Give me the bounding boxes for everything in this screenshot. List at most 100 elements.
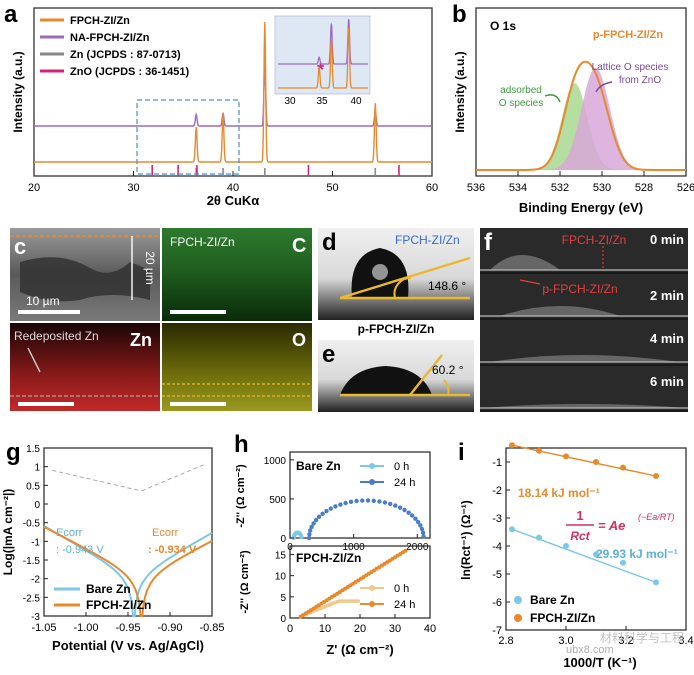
tick-h-bot-x-label-3: 30 bbox=[389, 623, 401, 635]
edx-c-scale-bar bbox=[170, 310, 226, 314]
tangent-g-1 bbox=[52, 469, 142, 492]
legend-g-fpch: FPCH-ZI/Zn bbox=[86, 598, 151, 612]
ecorr-bare-value: : -0.943 V bbox=[56, 544, 104, 556]
plot-area-b bbox=[476, 60, 686, 171]
panel-label-e: e bbox=[322, 341, 335, 368]
edx-c-title: FPCH-ZI/Zn bbox=[170, 235, 235, 249]
spread-f-label-2: p-FPCH-ZI/Zn bbox=[542, 282, 617, 296]
spread-f-arrow-2 bbox=[519, 279, 541, 285]
point-h-top-24h-0 bbox=[306, 535, 312, 541]
point-h-top-24h-15 bbox=[360, 498, 365, 503]
sem-feature bbox=[20, 257, 150, 302]
series-a-na-line bbox=[34, 64, 432, 127]
inset-a-tick-35: 35 bbox=[316, 96, 328, 107]
tick-h-bot-x-label-4: 40 bbox=[424, 623, 436, 635]
point-h-top-24h-1 bbox=[307, 532, 312, 537]
legend-h-bot-marker-1 bbox=[369, 601, 375, 607]
plot-area-h-top bbox=[291, 498, 426, 541]
watermark-url: ubx8.com bbox=[566, 644, 614, 656]
legend-i-marker-bare bbox=[514, 596, 522, 604]
tick-g-y-label-6: -1.5 bbox=[23, 556, 41, 567]
axis-g-xticks: -1.05 -1.00 -0.95 -0.90 -0.85 bbox=[31, 612, 225, 634]
spread-f-time-2: 2 min bbox=[650, 288, 684, 303]
tick-h-bot-y-label-1: 5 bbox=[280, 593, 286, 604]
axis-g-yticks: 1.5 1 0.5 0 -0.5 -1 -1.5 -2 -2.5 -3 bbox=[23, 444, 48, 623]
point-i-1-5 bbox=[653, 473, 659, 479]
point-i-1-4 bbox=[620, 464, 626, 471]
plot-area-g bbox=[43, 464, 213, 617]
axis-a-xticks: 20 30 40 50 60 bbox=[28, 171, 438, 194]
spread-f-label-1: FPCH-ZI/Zn bbox=[562, 233, 627, 247]
panel-a: a * 30 35 40 FPCH-ZI/Zn NA-FPCH-ZI/Zn Zn… bbox=[4, 1, 438, 208]
tick-g-x-label-3: -0.90 bbox=[157, 622, 182, 634]
sem-scale-label: 10 µm bbox=[26, 294, 60, 308]
edx-c-map bbox=[162, 228, 312, 321]
tick-h-top-y-label-1: 500 bbox=[269, 495, 286, 506]
tick-a-x-label-1: 30 bbox=[127, 182, 139, 194]
axis-h-bottom-ylabel: -Z'' (Ω cm⁻²) bbox=[239, 550, 251, 614]
point-h-top-24h-20 bbox=[388, 501, 393, 507]
panel-label-c: c bbox=[14, 234, 26, 259]
edx-zn-scale-bar bbox=[18, 402, 74, 406]
tick-b-x-label-5: 526 bbox=[677, 182, 694, 194]
tick-i-y-label-5: -6 bbox=[492, 597, 502, 609]
panel-label-d: d bbox=[322, 229, 337, 256]
angle-e-arc bbox=[443, 379, 450, 396]
legend-h-bottom-1: 24 h bbox=[394, 599, 415, 611]
legend-a: FPCH-ZI/Zn NA-FPCH-ZI/Zn Zn (JCPDS : 87-… bbox=[40, 15, 190, 78]
panel-label-f: f bbox=[484, 229, 493, 256]
tick-g-y-label-9: -3 bbox=[31, 612, 40, 623]
spread-f-drop-2 bbox=[500, 306, 620, 316]
ecorr-fpch-value: : -0.934 V bbox=[148, 544, 197, 556]
panel-f: f FPCH-ZI/Zn p-FPCH-ZI/Zn 0 min 2 min 4 … bbox=[480, 228, 688, 412]
axis-i-yticks: -1 -2 -3 -4 -5 -6 -7 bbox=[492, 457, 510, 637]
axes-i-frame bbox=[505, 447, 687, 631]
tick-a-x-label-3: 50 bbox=[326, 182, 338, 194]
tick-h-bot-y-label-3: 15 bbox=[275, 550, 287, 561]
panel-e: p-FPCH-ZI/Zn e 60.2 ° bbox=[318, 322, 474, 412]
point-i-1-2 bbox=[563, 453, 569, 460]
legend-g-bare: Bare Zn bbox=[86, 582, 131, 596]
point-h-top-24h-9 bbox=[328, 506, 333, 511]
point-h-top-24h-16 bbox=[365, 498, 371, 503]
tick-g-x-label-2: -0.95 bbox=[115, 622, 140, 634]
axis-b-xticks: 536 534 532 530 528 526 bbox=[467, 171, 694, 194]
axes-b-arrow-lattice bbox=[595, 81, 613, 93]
point-i-0-2 bbox=[563, 543, 569, 549]
point-i-0-3 bbox=[593, 551, 599, 558]
legend-h-top-marker-0 bbox=[369, 463, 375, 469]
axis-i-ylabel: ln(Rct⁻¹) (Ω⁻¹) bbox=[459, 500, 473, 580]
edx-c-element: C bbox=[292, 235, 306, 257]
legend-i-bare: Bare Zn bbox=[530, 593, 575, 607]
axes-b-annot-lattice-1: Lattice O species bbox=[592, 62, 669, 73]
fit-line-i-0 bbox=[511, 528, 657, 584]
eq-numerator: 1 bbox=[576, 508, 583, 523]
axis-h-xlabel: Z' (Ω cm⁻²) bbox=[326, 642, 393, 657]
tick-g-y-label-2: 0.5 bbox=[26, 481, 40, 492]
point-h-top-24h-7 bbox=[320, 511, 325, 516]
tick-g-y-label-3: 0 bbox=[34, 500, 40, 511]
panel-label-g: g bbox=[6, 439, 21, 466]
tick-i-y-label-3: -4 bbox=[492, 541, 502, 553]
point-h-top-0h-20 bbox=[299, 535, 304, 540]
point-h-top-24h-18 bbox=[377, 499, 382, 504]
tick-i-y-label-4: -5 bbox=[492, 569, 502, 581]
panel-i: i -1 -2 -3 -4 -5 -6 -7 2.8 3.0 3.2 3.4 ln(Rct⁻¹) … bbox=[458, 439, 694, 670]
legend-a-zn: Zn (JCPDS : 87-0713) bbox=[70, 49, 181, 61]
inset-a: * 30 35 40 bbox=[274, 15, 371, 107]
tick-h-bot-y-label-2: 10 bbox=[275, 572, 287, 583]
axes-b-series-label: p-FPCH-ZI/Zn bbox=[593, 29, 664, 41]
tick-h-bot-x-label-1: 10 bbox=[319, 623, 331, 635]
legend-h-top-1: 24 h bbox=[394, 477, 415, 489]
point-h-top-24h-21 bbox=[393, 503, 398, 508]
spread-f-frame-6 bbox=[480, 366, 688, 410]
point-i-1-3 bbox=[593, 459, 599, 465]
contact-e-label: p-FPCH-ZI/Zn bbox=[358, 322, 435, 336]
legend-h-top-0: 0 h bbox=[394, 461, 409, 473]
tick-b-x-label-0: 536 bbox=[467, 182, 485, 194]
edx-zn-arrow bbox=[27, 347, 41, 373]
tick-a-x-label-4: 60 bbox=[426, 182, 438, 194]
edx-o-scale-bar bbox=[170, 402, 226, 406]
point-i-0-4 bbox=[620, 559, 626, 566]
panel-d: d FPCH-ZI/Zn 148.6 ° bbox=[318, 228, 474, 320]
